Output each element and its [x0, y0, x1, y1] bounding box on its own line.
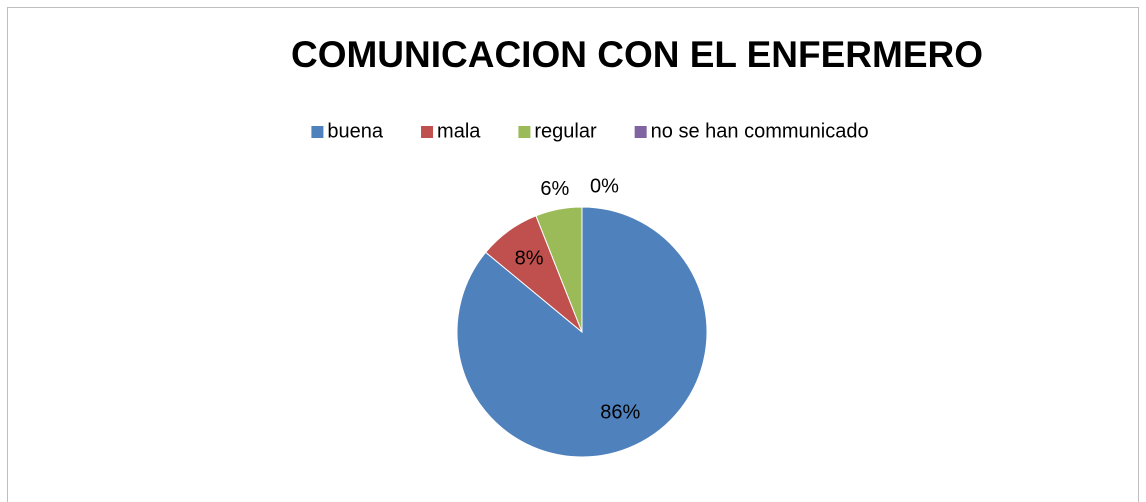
legend-swatch — [421, 126, 434, 138]
chart-title: COMUNICACION CON EL ENFERMERO — [291, 34, 983, 75]
legend-swatch — [518, 126, 531, 138]
legend-label: regular — [534, 120, 597, 142]
data-label: 0% — [590, 175, 619, 197]
data-label: 86% — [600, 402, 640, 424]
data-label: 8% — [515, 247, 544, 269]
legend-label: no se han communicado — [651, 120, 869, 142]
data-label: 6% — [540, 178, 569, 200]
legend-label: mala — [437, 120, 481, 142]
legend-swatch — [311, 126, 324, 138]
legend-label: buena — [327, 120, 383, 142]
legend-swatch — [634, 126, 647, 138]
